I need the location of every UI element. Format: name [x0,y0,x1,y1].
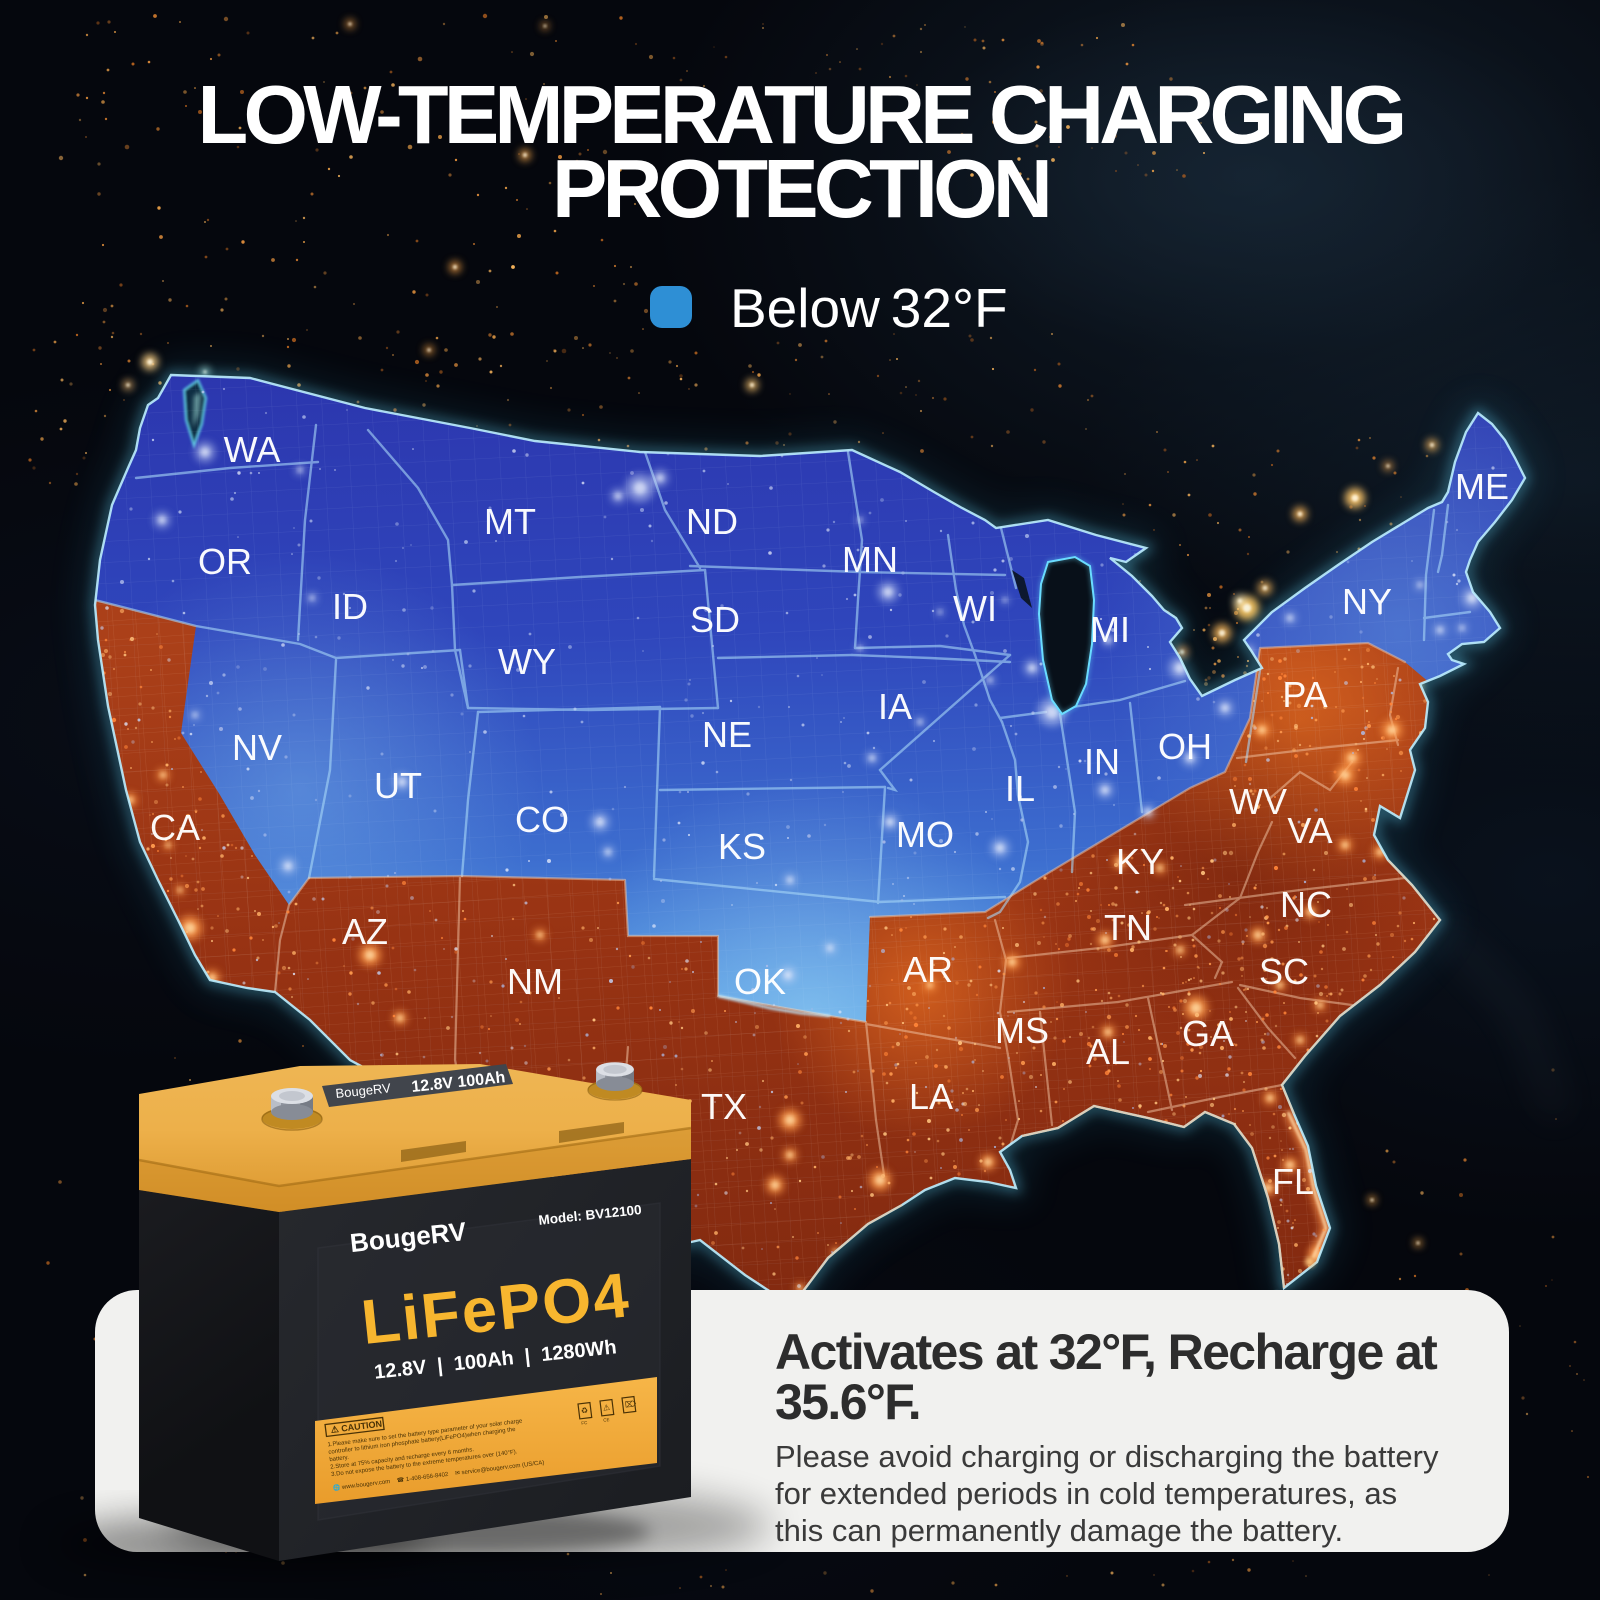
svg-text:ND: ND [686,501,738,542]
svg-text:PA: PA [1282,674,1327,715]
svg-text:LA: LA [909,1076,953,1117]
svg-text:IN: IN [1084,741,1120,782]
svg-text:CO: CO [515,799,569,840]
svg-text:VA: VA [1287,810,1332,851]
svg-text:ME: ME [1455,466,1509,507]
svg-text:OH: OH [1158,726,1212,767]
svg-text:TN: TN [1104,907,1152,948]
svg-text:SC: SC [1259,951,1309,992]
svg-text:♻: ♻ [580,1406,588,1416]
svg-text:NC: NC [1280,884,1332,925]
svg-text:MT: MT [484,501,536,542]
svg-text:MO: MO [896,814,954,855]
svg-text:WA: WA [224,429,281,470]
svg-text:KS: KS [718,826,766,867]
svg-text:CE: CE [603,1417,610,1423]
svg-text:AZ: AZ [342,911,388,952]
svg-text:CA: CA [150,807,200,848]
svg-text:GA: GA [1182,1013,1234,1054]
svg-text:WY: WY [498,641,556,682]
svg-text:NV: NV [232,727,282,768]
svg-text:KY: KY [1116,841,1164,882]
svg-text:NE: NE [702,714,752,755]
svg-text:⚠: ⚠ [602,1403,610,1413]
svg-text:OK: OK [734,961,786,1002]
svg-text:WV: WV [1229,781,1287,822]
svg-text:OR: OR [198,541,252,582]
svg-text:IL: IL [1005,768,1035,809]
svg-text:UT: UT [374,765,422,806]
svg-text:NM: NM [507,961,563,1002]
svg-text:ID: ID [332,586,368,627]
svg-text:MN: MN [842,539,898,580]
svg-text:WI: WI [953,588,997,629]
svg-text:FL: FL [1272,1161,1314,1202]
svg-text:BougeRV: BougeRV [335,1080,392,1101]
svg-text:IA: IA [878,686,912,727]
svg-text:FC: FC [581,1420,588,1426]
svg-text:battery.: battery. [329,1455,349,1463]
svg-text:SD: SD [690,599,740,640]
svg-text:⌦: ⌦ [624,1399,637,1409]
svg-text:NY: NY [1342,581,1392,622]
svg-text:MI: MI [1090,609,1130,650]
svg-text:MS: MS [995,1010,1049,1051]
svg-text:AL: AL [1086,1031,1130,1072]
svg-text:AR: AR [903,949,953,990]
svg-text:TX: TX [701,1086,747,1127]
